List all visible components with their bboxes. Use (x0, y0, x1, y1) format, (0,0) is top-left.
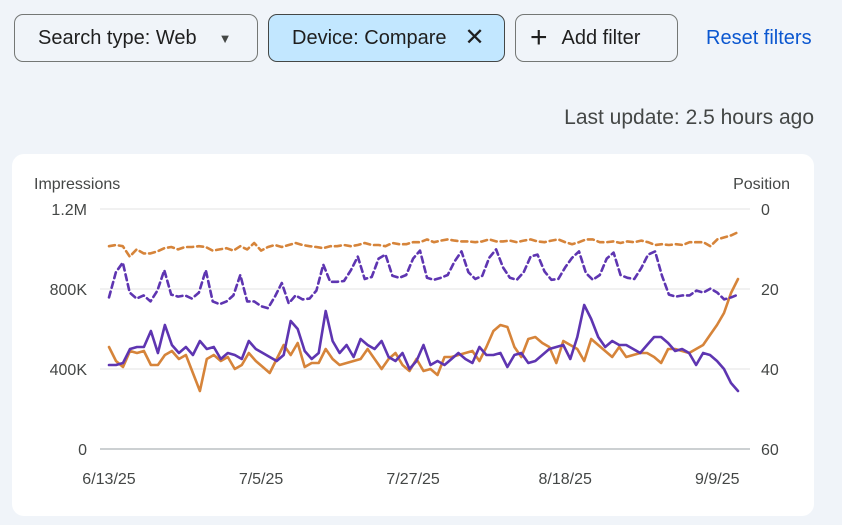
x-axis-tick-label: 7/5/25 (239, 471, 284, 488)
add-filter-button[interactable]: + Add filter (515, 14, 678, 62)
last-update-text: Last update: 2.5 hours ago (564, 106, 814, 129)
x-axis-tick-label: 6/13/25 (82, 471, 135, 488)
x-axis-tick-label: 7/27/25 (386, 471, 439, 488)
left-axis-tick-label: 0 (78, 442, 87, 459)
add-filter-label: Add filter (561, 26, 641, 49)
x-axis-tick-label: 9/9/25 (695, 471, 740, 488)
search-type-filter[interactable]: Search type: Web ▼ (14, 14, 258, 62)
left-axis-title: Impressions (34, 176, 120, 193)
plus-icon: + (530, 21, 548, 54)
close-icon[interactable]: ✕ (464, 24, 485, 51)
dropdown-arrow-icon: ▼ (218, 30, 232, 46)
device-filter-label: Device: Compare (292, 26, 447, 49)
position-series-line (107, 230, 740, 258)
left-axis-tick-label: 1.2M (51, 202, 87, 219)
right-axis-tick-label: 40 (761, 362, 779, 379)
impressions-series-line (107, 277, 740, 393)
right-axis-title: Position (733, 176, 790, 193)
impressions-series-line (107, 303, 740, 393)
reset-filters-link[interactable]: Reset filters (706, 26, 812, 49)
right-axis-tick-label: 0 (761, 202, 770, 219)
left-axis-tick-label: 800K (50, 282, 88, 299)
left-axis-tick-label: 400K (50, 362, 88, 379)
chart-card: Impressions Position 0 60 400K 40 800K 20 1.2M… (12, 154, 814, 516)
position-series-line (107, 248, 740, 310)
search-type-label: Search type: Web (38, 26, 197, 49)
x-axis-tick-label: 8/18/25 (539, 471, 592, 488)
filter-bar: Search type: Web ▼ Device: Compare ✕ + A… (14, 14, 812, 62)
device-filter-chip[interactable]: Device: Compare ✕ (268, 14, 505, 62)
right-axis-tick-label: 60 (761, 442, 779, 459)
performance-chart: Impressions Position 0 60 400K 40 800K 20 1.2M… (34, 176, 790, 488)
right-axis-tick-label: 20 (761, 282, 779, 299)
